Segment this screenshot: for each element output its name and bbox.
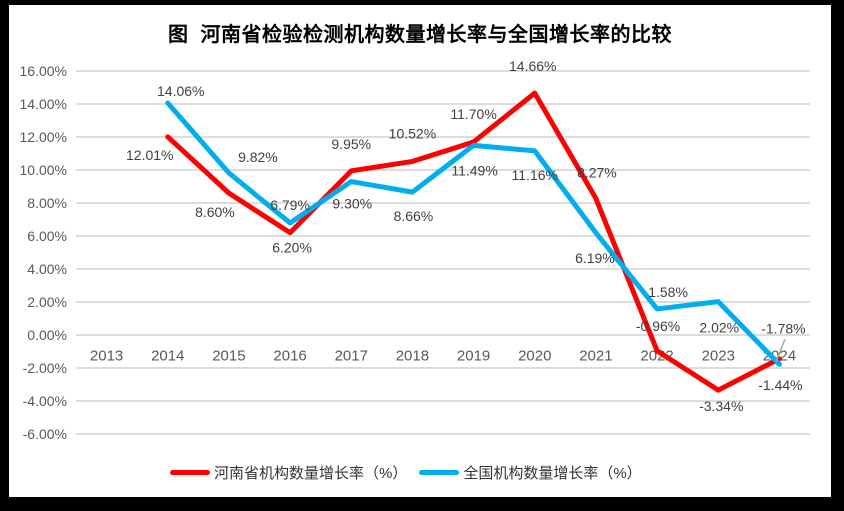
data-label-national-2015: 9.82% [238, 149, 278, 165]
data-label-henan-2021: 8.27% [577, 165, 617, 181]
data-label-henan-2016: 6.20% [272, 240, 312, 256]
x-axis-tick-label: 2020 [518, 348, 551, 365]
data-label-leader-line [775, 338, 786, 363]
data-label-national-2020: 11.16% [512, 167, 558, 183]
chart-title: 图 河南省检验检测机构数量增长率与全国增长率的比较 [167, 24, 673, 46]
data-label-henan-2020: 14.66% [509, 58, 556, 74]
legend-label-henan: 河南省机构数量增长率（%） [214, 464, 408, 482]
x-axis-tick-label: 2013 [90, 348, 123, 365]
national-series-line [165, 100, 782, 367]
national-line-swatch [419, 469, 460, 475]
data-label-henan-2022: -0.96% [636, 318, 680, 334]
chart-canvas: 图 河南省检验检测机构数量增长率与全国增长率的比较 16.00% 14.00% 12… [9, 5, 831, 497]
data-label-national-2019: 11.49% [451, 162, 497, 178]
x-axis-tick-label: 2021 [579, 348, 612, 365]
y-axis-tick-label: 6.00% [27, 228, 67, 244]
x-axis-tick-label: 2014 [151, 348, 184, 365]
y-axis-tick-label: 0.00% [27, 327, 67, 343]
data-label-national-2014: 14.06% [157, 83, 204, 99]
henan-series-line [165, 90, 782, 393]
y-axis-tick-label: 10.00% [20, 162, 67, 178]
y-axis-tick-label: -4.00% [23, 393, 67, 409]
y-axis-tick-label: 4.00% [27, 261, 67, 277]
data-label-henan-2019: 11.70% [450, 106, 496, 122]
y-axis-tick-label: -2.00% [23, 360, 67, 376]
data-label-henan-2017: 9.95% [331, 136, 371, 152]
data-label-national-2022: 1.58% [648, 284, 688, 300]
legend-item-henan: 河南省机构数量增长率（%） [170, 462, 407, 483]
x-axis-tick-label: 2017 [335, 348, 368, 365]
y-axis-tick-label: 14.00% [20, 96, 67, 112]
data-label-henan-2024: -1.44% [758, 377, 802, 393]
data-label-henan-2023: -3.34% [699, 398, 743, 414]
y-axis-tick-label: -6.00% [23, 426, 67, 442]
data-label-national-2017: 9.30% [332, 196, 372, 212]
x-axis-tick-label: 2023 [702, 348, 735, 365]
chart-svg: 16.00% 14.00% 12.00% 10.00% 8.00% 6.00% 4.00% 2… [20, 58, 810, 442]
x-axis-tick-label: 2019 [457, 348, 490, 365]
data-label-henan-2014: 12.01% [126, 147, 173, 163]
x-axis-tick-label: 2018 [396, 348, 429, 365]
y-axis-tick-label: 2.00% [27, 294, 67, 310]
x-axis-tick-label: 2015 [212, 348, 245, 365]
x-axis-tick-label: 2022 [640, 348, 673, 365]
data-label-henan-2015: 8.60% [195, 204, 235, 220]
data-label-national-2023: 2.02% [699, 320, 739, 336]
data-label-national-2016: 6.79% [270, 197, 310, 213]
x-axis-tick-label: 2016 [273, 348, 306, 365]
legend-label-national: 全国机构数量增长率（%） [463, 464, 642, 482]
legend-item-national: 全国机构数量增长率（%） [419, 462, 642, 483]
data-label-national-2024: -1.78% [761, 320, 805, 336]
data-label-national-2018: 8.66% [394, 208, 434, 224]
legend: 河南省机构数量增长率（%） 全国机构数量增长率（%） [170, 462, 642, 482]
data-label-national-2021: 6.19% [575, 250, 615, 266]
henan-line-swatch [170, 469, 210, 475]
y-axis-tick-label: 16.00% [20, 63, 67, 79]
data-label-henan-2018: 10.52% [389, 125, 436, 141]
y-axis-tick-label: 12.00% [20, 129, 67, 145]
y-axis-tick-label: 8.00% [27, 195, 67, 211]
